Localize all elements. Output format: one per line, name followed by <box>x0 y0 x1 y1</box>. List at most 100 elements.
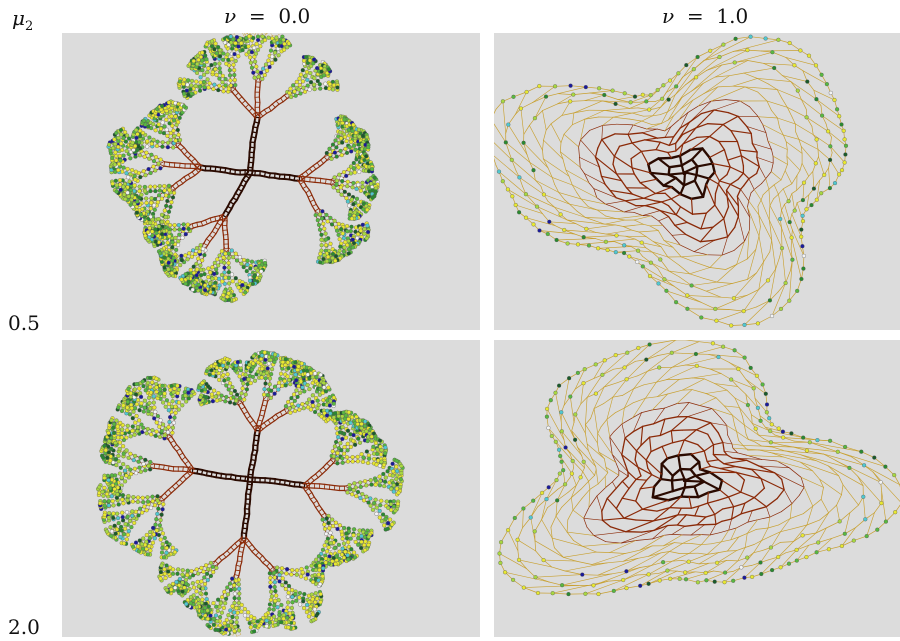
graph-node <box>114 158 119 163</box>
graph-edge <box>314 177 316 183</box>
graph-node <box>202 253 207 258</box>
graph-edge <box>305 185 311 191</box>
graph-node <box>135 199 140 204</box>
graph-edge <box>612 163 618 175</box>
graph-node <box>116 168 121 173</box>
graph-node <box>176 223 181 228</box>
graph-node <box>349 197 354 202</box>
graph-node <box>220 80 225 85</box>
graph-edge <box>668 164 684 169</box>
graph-node <box>143 173 148 178</box>
graph-node <box>323 85 328 91</box>
graph-node <box>194 261 199 266</box>
graph-node <box>219 249 224 254</box>
graph-node <box>351 160 356 166</box>
graph-node <box>233 276 238 281</box>
graph-node <box>337 237 342 242</box>
graph-node <box>227 68 232 73</box>
graph-edge <box>640 148 657 153</box>
graph-edge <box>708 178 720 185</box>
graph-node <box>263 62 269 67</box>
graph-node <box>172 190 177 195</box>
graph-node <box>201 79 207 84</box>
graph-node <box>173 138 178 143</box>
graph-node <box>320 209 325 214</box>
graph-node <box>197 88 203 93</box>
graph-node <box>366 145 371 150</box>
graph-node <box>232 77 237 83</box>
graph-node <box>162 124 167 129</box>
graph-edge <box>263 33 267 35</box>
graph-edge <box>191 158 196 163</box>
graph-node <box>176 239 181 244</box>
graph-node <box>225 294 230 299</box>
graph-node <box>273 57 278 62</box>
graph-node <box>149 200 154 205</box>
graph-node <box>216 45 221 50</box>
graph-node <box>255 47 261 52</box>
graph-node <box>334 178 339 183</box>
graph-edge <box>315 165 321 170</box>
graph-node <box>217 61 222 66</box>
graph-edge <box>690 195 705 201</box>
graph-edge <box>175 182 179 187</box>
graph-node <box>342 245 347 250</box>
graph-node <box>231 62 236 67</box>
graph-node <box>340 179 345 184</box>
graph-node <box>144 200 149 205</box>
graph-node <box>133 177 138 182</box>
graph-node <box>170 240 175 245</box>
graph-node <box>324 259 329 264</box>
graph-edge <box>615 173 623 182</box>
graph-edge <box>305 189 311 194</box>
graph-node <box>224 61 229 66</box>
nu-value: 0.0 <box>278 4 311 28</box>
graph-node <box>350 185 355 190</box>
graph-node <box>212 82 217 87</box>
graph-edge <box>620 180 628 189</box>
graph-node <box>198 75 203 80</box>
graph-node <box>245 262 250 267</box>
graph-node <box>116 144 121 149</box>
graph-node <box>214 72 219 77</box>
graph-node <box>113 178 118 183</box>
graph-node <box>221 297 226 302</box>
graph-node <box>256 74 261 79</box>
graph-node <box>362 226 367 232</box>
graph-node <box>336 221 341 226</box>
graph-edge <box>705 183 716 206</box>
graph-edge <box>707 170 716 180</box>
graph-edge <box>187 171 193 176</box>
graph-node <box>157 193 162 198</box>
graph-node <box>262 38 268 43</box>
graph-node <box>330 256 335 261</box>
graph-node <box>126 194 131 199</box>
graph-node <box>322 67 327 72</box>
graph-edge <box>191 223 194 229</box>
graph-edge <box>259 112 264 117</box>
graph-node <box>319 216 324 221</box>
graph-node <box>297 76 302 81</box>
graph-node <box>365 135 370 140</box>
graph-node <box>194 79 199 84</box>
graph-edge <box>187 154 192 159</box>
graph-node <box>236 285 241 290</box>
graph-node <box>141 169 146 174</box>
graph-edge <box>695 165 699 177</box>
graph-edge <box>307 196 311 203</box>
graph-node <box>315 78 320 84</box>
graph-node <box>316 222 322 227</box>
graph-node <box>130 140 135 145</box>
graph-node <box>186 92 191 97</box>
graph-node <box>223 83 228 88</box>
graph-node <box>322 253 327 258</box>
graph-node <box>339 136 344 141</box>
graph-node <box>148 206 153 211</box>
graph-edge <box>198 168 203 173</box>
graph-node <box>282 41 287 46</box>
graph-edge <box>205 234 211 240</box>
graph-node <box>158 126 163 131</box>
graph-node <box>356 182 361 187</box>
graph-edge <box>241 102 247 109</box>
graph-node <box>177 232 182 237</box>
